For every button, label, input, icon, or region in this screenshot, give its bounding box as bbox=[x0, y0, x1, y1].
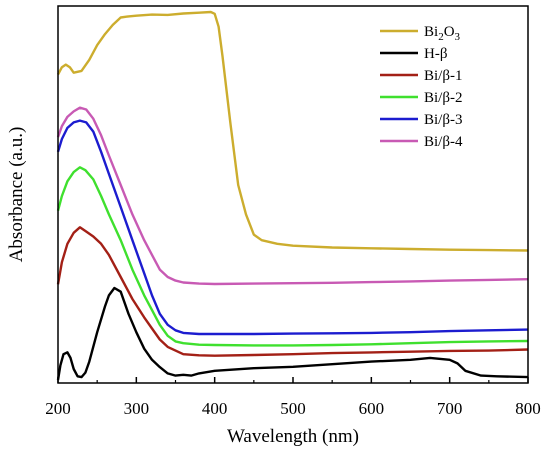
series-layer bbox=[56, 10, 529, 381]
plot-frame bbox=[57, 5, 529, 384]
x-tick-label: 200 bbox=[45, 399, 71, 418]
legend-label-0: Bi2O3 bbox=[424, 24, 461, 43]
x-tick-label: 400 bbox=[202, 399, 228, 418]
x-tick-label: 800 bbox=[515, 399, 541, 418]
x-axis-title: Wavelength (nm) bbox=[227, 426, 359, 447]
legend-label-4: Bi/β-3 bbox=[424, 112, 462, 128]
legend-label-3: Bi/β-2 bbox=[424, 90, 462, 106]
series-line-0 bbox=[56, 10, 529, 252]
legend-label-2: Bi/β-1 bbox=[424, 68, 462, 84]
series-line-2 bbox=[56, 226, 529, 357]
series-line-1 bbox=[56, 286, 529, 381]
series-line-3 bbox=[56, 166, 529, 347]
x-tick-label: 600 bbox=[359, 399, 385, 418]
x-ticks: 200 300 400 500 600 700 800 bbox=[45, 377, 541, 418]
x-tick-label: 700 bbox=[437, 399, 463, 418]
y-axis-title: Absorbance (a.u.) bbox=[6, 127, 27, 263]
x-tick-label: 300 bbox=[124, 399, 150, 418]
legend-label-1: H-β bbox=[424, 46, 447, 62]
x-tick-label: 500 bbox=[280, 399, 306, 418]
legend-label-5: Bi/β-4 bbox=[424, 134, 463, 150]
legend: Bi2O3 H-β Bi/β-1 Bi/β-2 Bi/β-3 Bi/β-4 bbox=[380, 24, 463, 150]
series-line-4 bbox=[56, 119, 529, 336]
series-line-5 bbox=[56, 106, 529, 286]
